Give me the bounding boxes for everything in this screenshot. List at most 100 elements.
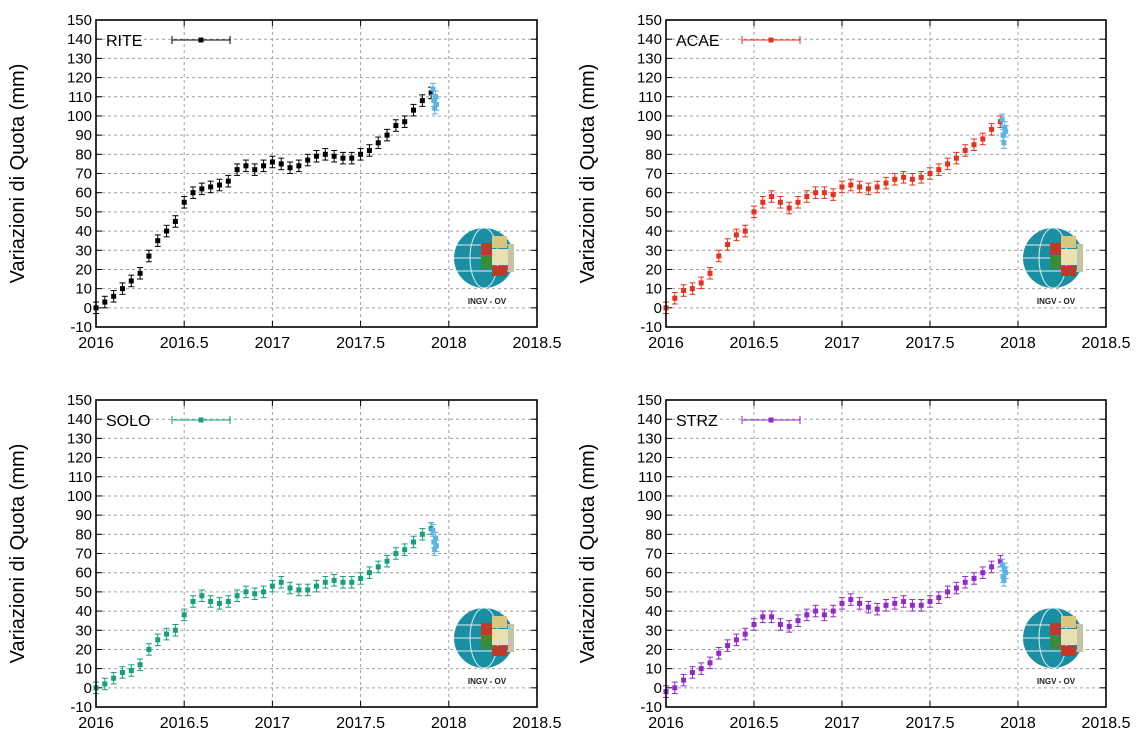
y-tick-label: 20: [645, 641, 662, 658]
data-point: [243, 163, 249, 169]
y-tick-label: 70: [75, 546, 92, 563]
recent-data-point: [431, 98, 437, 104]
y-tick-label: 0: [84, 300, 92, 317]
recent-data-point: [432, 105, 438, 111]
x-tick-label: 2016.5: [730, 715, 779, 732]
y-tick-label: 80: [645, 146, 662, 163]
legend-marker: [768, 417, 774, 423]
data-point: [777, 199, 783, 205]
globe-patch: [492, 629, 508, 645]
data-point: [901, 598, 907, 604]
y-tick-label: 130: [637, 430, 662, 447]
x-tick-label: 2018.5: [1082, 715, 1131, 732]
data-point: [199, 593, 205, 599]
globe-patch: [1061, 646, 1076, 656]
data-point: [322, 579, 328, 585]
data-point: [839, 184, 845, 190]
legend-label: ACAE: [676, 33, 720, 50]
y-tick-label: 100: [637, 488, 662, 505]
x-tick-label: 2018: [1000, 335, 1036, 352]
globe-patch: [508, 244, 514, 272]
data-point: [989, 126, 995, 132]
x-tick-label: 2018.5: [513, 715, 562, 732]
data-point: [865, 186, 871, 192]
data-point: [883, 180, 889, 186]
x-tick-label: 2018: [431, 335, 467, 352]
y-tick-label: 100: [67, 108, 92, 125]
data-point: [733, 232, 739, 238]
globe-patch: [492, 249, 508, 265]
data-point: [216, 182, 222, 188]
data-point: [366, 147, 372, 153]
data-point: [296, 587, 302, 593]
legend: RITE: [106, 33, 231, 50]
data-point: [795, 618, 801, 624]
data-point: [384, 132, 390, 138]
x-tick-label: 2018: [431, 715, 467, 732]
data-point: [269, 159, 275, 165]
y-tick-label: 30: [75, 242, 92, 259]
data-point: [760, 614, 766, 620]
y-tick-label: 10: [645, 281, 662, 298]
globe-patch: [492, 616, 507, 628]
globe-patch: [1050, 256, 1061, 269]
plot-frame: [95, 19, 538, 328]
y-tick-label: 50: [75, 204, 92, 221]
data-point: [419, 98, 425, 104]
chart-panel-strz: -10 0 10 20 30 40 50 60 70 80 90 100 110 120 130 140 150…: [577, 392, 1131, 732]
ingv-logo: INGV - OV: [454, 607, 514, 686]
globe-patch: [1077, 244, 1083, 272]
data-point: [155, 238, 161, 244]
globe-patch: [492, 266, 507, 276]
data-point: [340, 579, 346, 585]
globe-patch: [1050, 636, 1061, 649]
legend-marker: [768, 37, 774, 43]
data-point: [936, 595, 942, 601]
data-point: [716, 253, 722, 259]
logo-text: INGV - OV: [468, 677, 507, 686]
y-axis-label: Variazioni di Quota (mm): [577, 444, 599, 664]
data-point: [672, 685, 678, 691]
legend: STRZ: [676, 413, 801, 430]
data-point: [155, 637, 161, 643]
ingv-logo: INGV - OV: [454, 227, 514, 306]
y-tick-label: 90: [645, 507, 662, 524]
recent-data: [999, 113, 1009, 150]
x-tick-label: 2017.5: [906, 715, 955, 732]
recent-data: [429, 524, 440, 556]
recent-data-point: [1000, 132, 1006, 138]
y-tick-label: 30: [75, 622, 92, 639]
y-tick-label: 0: [84, 680, 92, 697]
x-tick-label: 2016.5: [160, 715, 209, 732]
data-point: [419, 531, 425, 537]
data-point: [234, 593, 240, 599]
data-point: [945, 589, 951, 595]
data-point: [287, 585, 293, 591]
x-tick-label: 2017: [255, 335, 291, 352]
data-point: [839, 600, 845, 606]
y-tick-label: 60: [75, 565, 92, 582]
data-point: [358, 575, 364, 581]
data-point: [927, 171, 933, 176]
x-tick-label: 2017.5: [336, 335, 385, 352]
x-tick-label: 2016: [648, 715, 684, 732]
data-point: [795, 199, 801, 205]
recent-data-point: [1000, 574, 1006, 580]
globe-patch: [1050, 243, 1061, 255]
data-point: [278, 579, 284, 585]
y-tick-label: 80: [75, 146, 92, 163]
data-point: [989, 564, 995, 570]
data-series: [93, 522, 435, 695]
recent-data: [429, 82, 440, 115]
legend-marker: [198, 37, 204, 43]
data-point: [261, 163, 267, 169]
data-point: [707, 270, 713, 276]
x-tick-label: 2017: [255, 715, 291, 732]
recent-data-point: [431, 539, 437, 545]
data-point: [358, 151, 364, 157]
recent-data-point: [1003, 570, 1009, 576]
data-point: [190, 190, 196, 196]
data-point: [751, 209, 757, 215]
y-tick-label: 40: [75, 603, 92, 620]
data-point: [698, 666, 704, 672]
